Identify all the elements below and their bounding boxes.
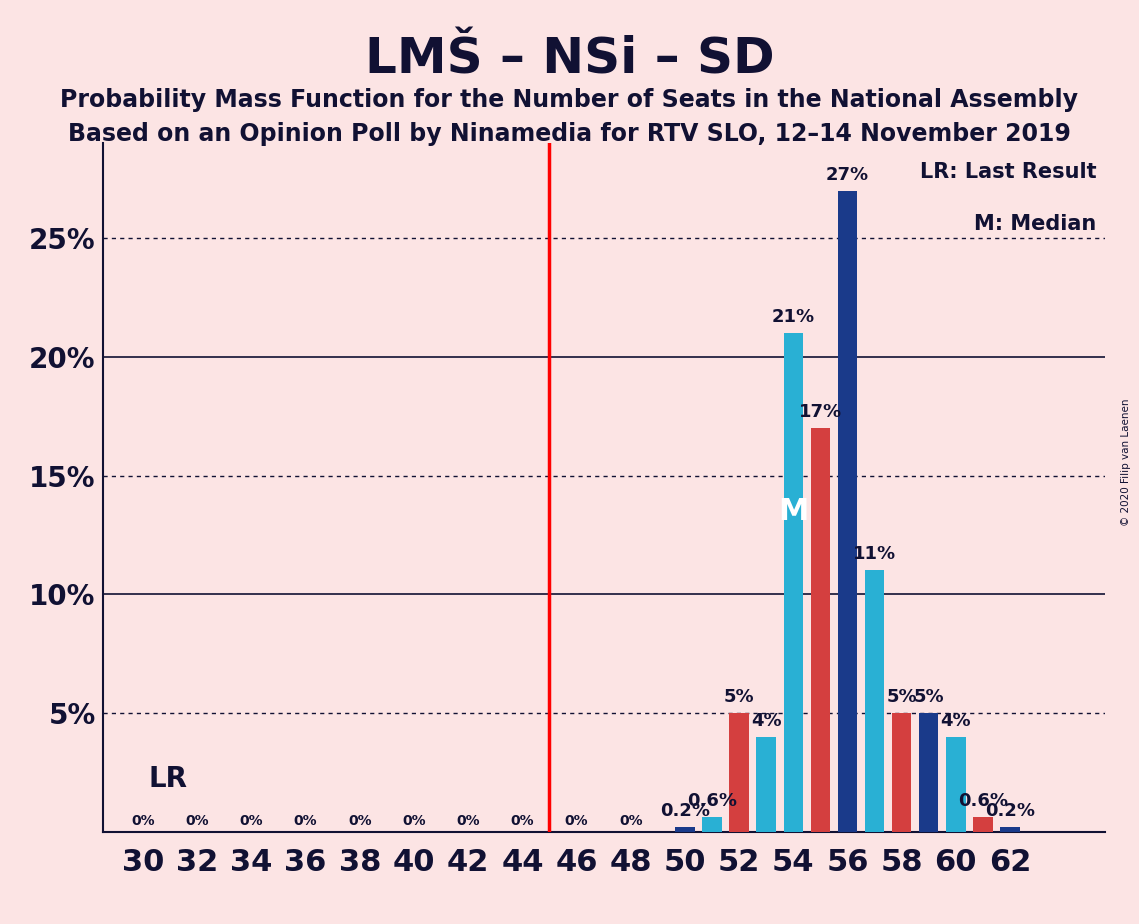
Text: 0%: 0%	[510, 814, 534, 828]
Bar	[919, 713, 939, 832]
Text: 0%: 0%	[349, 814, 371, 828]
Text: 11%: 11%	[853, 545, 896, 564]
Text: 5%: 5%	[913, 687, 944, 706]
Text: 0%: 0%	[565, 814, 589, 828]
Text: 4%: 4%	[941, 711, 972, 730]
Text: 17%: 17%	[798, 403, 842, 421]
Text: Probability Mass Function for the Number of Seats in the National Assembly: Probability Mass Function for the Number…	[60, 88, 1079, 112]
Bar	[947, 736, 966, 832]
Bar	[729, 713, 748, 832]
Text: 0%: 0%	[239, 814, 263, 828]
Bar	[892, 713, 911, 832]
Bar	[811, 428, 830, 832]
Text: M: Median: M: Median	[975, 214, 1097, 235]
Text: 21%: 21%	[772, 308, 814, 326]
Text: 0%: 0%	[457, 814, 480, 828]
Bar	[973, 818, 993, 832]
Text: Based on an Opinion Poll by Ninamedia for RTV SLO, 12–14 November 2019: Based on an Opinion Poll by Ninamedia fo…	[68, 122, 1071, 146]
Text: 0%: 0%	[618, 814, 642, 828]
Bar	[865, 570, 884, 832]
Text: 0.2%: 0.2%	[985, 802, 1035, 820]
Text: LR: LR	[148, 765, 188, 794]
Bar	[1000, 827, 1019, 832]
Bar	[756, 736, 776, 832]
Text: LMŠ – NSi – SD: LMŠ – NSi – SD	[364, 35, 775, 83]
Text: 5%: 5%	[723, 687, 754, 706]
Bar	[837, 190, 858, 832]
Text: 27%: 27%	[826, 165, 869, 184]
Text: LR: Last Result: LR: Last Result	[920, 163, 1097, 182]
Text: 0%: 0%	[131, 814, 155, 828]
Text: 0%: 0%	[186, 814, 210, 828]
Text: 0.6%: 0.6%	[958, 792, 1008, 810]
Text: © 2020 Filip van Laenen: © 2020 Filip van Laenen	[1121, 398, 1131, 526]
Bar	[784, 334, 803, 832]
Text: 5%: 5%	[886, 687, 917, 706]
Text: 0%: 0%	[294, 814, 318, 828]
Text: 4%: 4%	[751, 711, 781, 730]
Text: 0.6%: 0.6%	[687, 792, 737, 810]
Text: 0%: 0%	[402, 814, 426, 828]
Text: M: M	[778, 496, 809, 526]
Bar	[675, 827, 695, 832]
Text: 0.2%: 0.2%	[659, 802, 710, 820]
Bar	[703, 818, 722, 832]
